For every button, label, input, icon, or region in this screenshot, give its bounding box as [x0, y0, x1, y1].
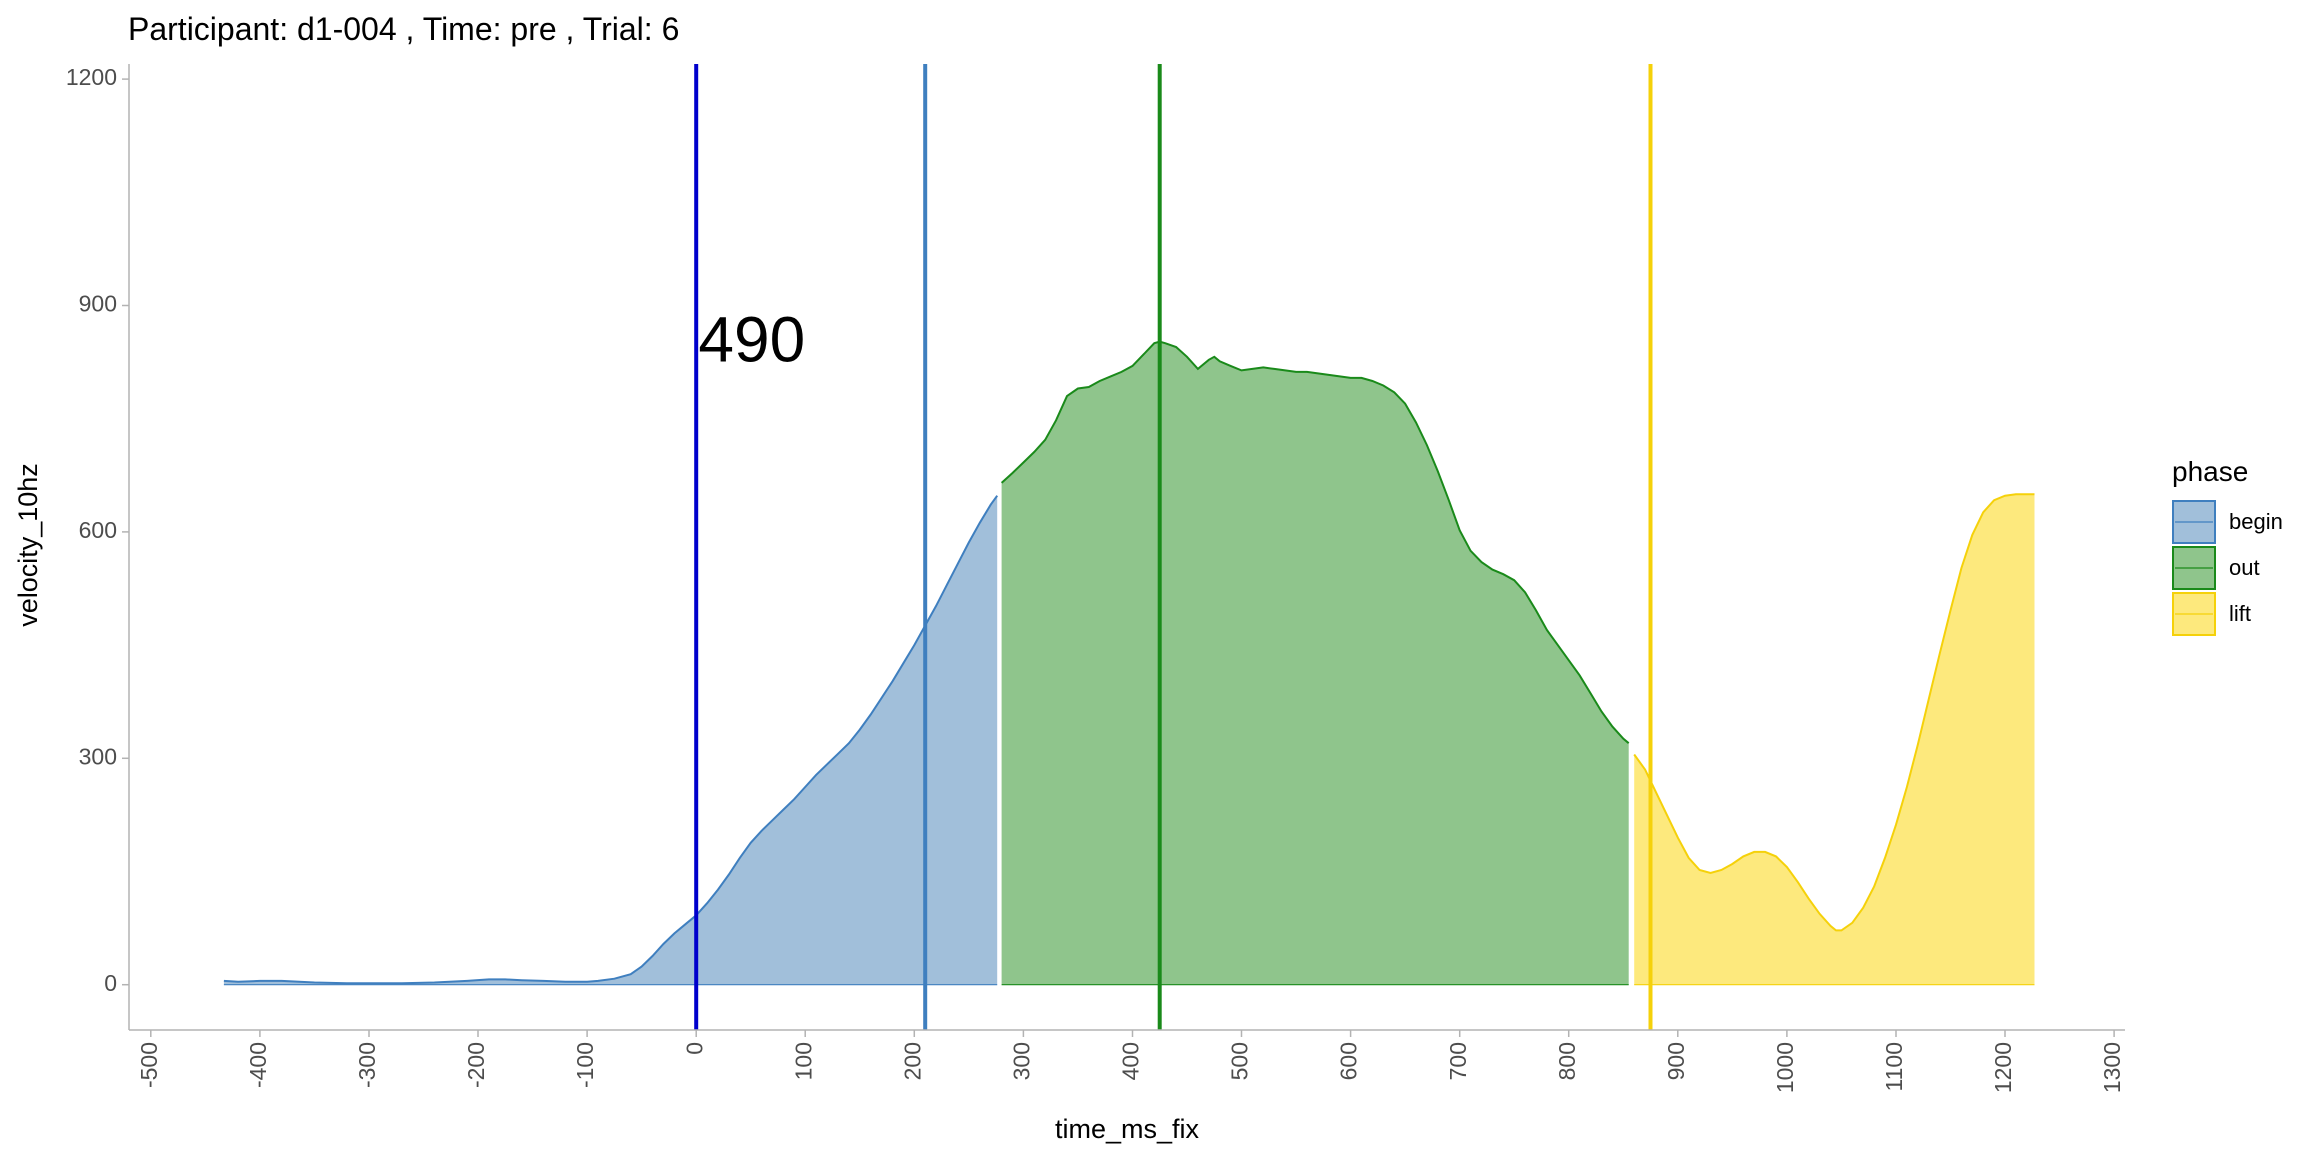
- x-tick-label: 100: [790, 1042, 816, 1080]
- x-axis-title: time_ms_fix: [1055, 1114, 1200, 1144]
- x-tick-label: 1200: [1990, 1042, 2016, 1093]
- area-layer: [223, 340, 2035, 986]
- legend-label-out: out: [2229, 555, 2260, 580]
- area-begin: [223, 495, 998, 985]
- x-tick-label: 200: [899, 1042, 925, 1080]
- y-tick-label: 300: [79, 743, 117, 769]
- y-tick-label: 0: [104, 970, 117, 996]
- legend-title: phase: [2172, 456, 2248, 487]
- x-tick-label: 600: [1336, 1042, 1362, 1080]
- line-begin: [223, 495, 999, 985]
- x-tick-label: -200: [463, 1042, 489, 1088]
- legend-label-lift: lift: [2229, 601, 2251, 626]
- x-tick-label: 400: [1118, 1042, 1144, 1080]
- line-out: [1000, 340, 1630, 744]
- y-axis-title: velocity_10hz: [13, 463, 43, 627]
- y-ticks: 0 300 600 900 1200: [66, 64, 129, 996]
- x-tick-label: 300: [1008, 1042, 1034, 1080]
- y-tick-label: 600: [79, 517, 117, 543]
- area-lift: [1634, 494, 2035, 985]
- legend: phase begin out lift: [2172, 456, 2283, 636]
- x-tick-label: -500: [136, 1042, 162, 1088]
- annotation-0: 490: [698, 304, 805, 376]
- x-ticks: -500 -400 -300 -200 -100 0 100 200 300 400 500 600 7…: [136, 1030, 2125, 1093]
- x-tick-label: 1100: [1881, 1042, 1907, 1091]
- axes-layer: [128, 64, 2125, 1031]
- x-tick-label: 0: [681, 1042, 707, 1055]
- legend-items: begin out lift: [2172, 500, 2283, 636]
- x-tick-label: -400: [245, 1042, 271, 1088]
- x-tick-label: 800: [1554, 1042, 1580, 1080]
- vline-layer: [694, 64, 1653, 1030]
- legend-label-begin: begin: [2229, 509, 2283, 534]
- x-tick-label: 1300: [2099, 1042, 2125, 1093]
- area-out: [1001, 341, 1629, 985]
- annotation-layer: 490: [698, 304, 805, 376]
- x-tick-label: 1000: [1772, 1042, 1798, 1093]
- x-tick-label: 900: [1663, 1042, 1689, 1080]
- x-tick-label: -300: [354, 1042, 380, 1088]
- y-tick-label: 1200: [66, 64, 117, 90]
- line-lift: [1633, 493, 2035, 932]
- x-tick-label: -100: [572, 1042, 598, 1088]
- x-tick-label: 700: [1445, 1042, 1471, 1080]
- plot-title: Participant: d1-004 , Time: pre , Trial:…: [128, 11, 679, 47]
- y-tick-label: 900: [79, 291, 117, 317]
- x-tick-label: 500: [1227, 1042, 1253, 1080]
